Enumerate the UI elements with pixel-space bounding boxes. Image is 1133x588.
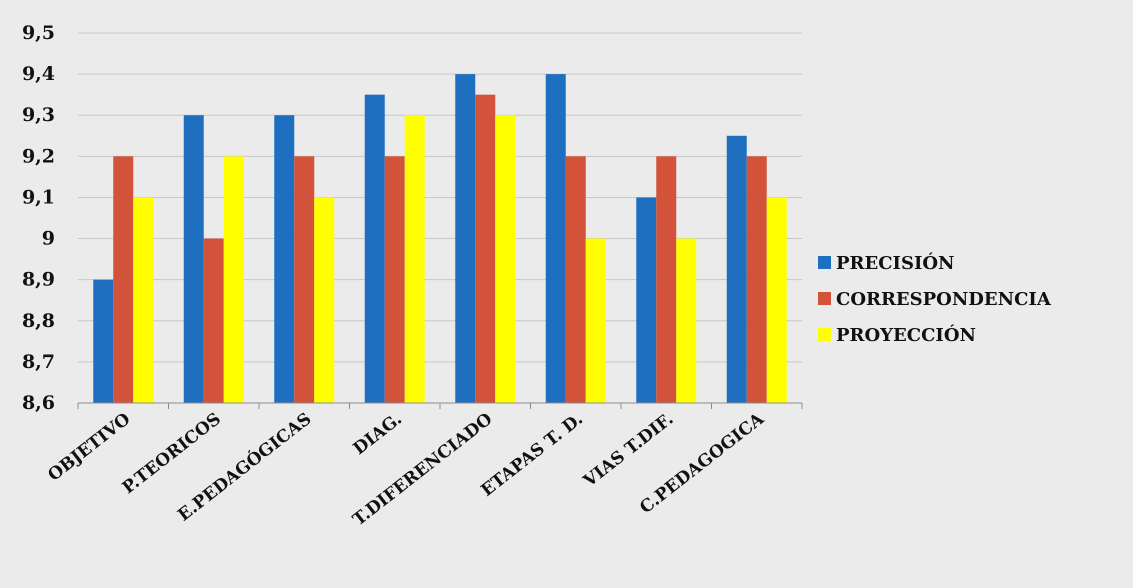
bar xyxy=(314,197,335,403)
bar xyxy=(475,94,496,404)
y-axis-tick-labels: 8,6 8,7 8,8 8,9 9 9,1 9,2 9,3 9,4 9,5 xyxy=(22,22,55,414)
y-tick-label: 9,4 xyxy=(22,63,55,85)
bar xyxy=(404,115,425,403)
y-tick-label: 8,9 xyxy=(22,269,55,291)
bar xyxy=(113,156,134,403)
bar xyxy=(183,115,204,403)
bar xyxy=(656,156,677,403)
bar xyxy=(93,279,114,403)
legend-swatch xyxy=(818,292,831,305)
bar xyxy=(766,197,787,403)
bar xyxy=(636,197,657,403)
y-tick-label: 9,3 xyxy=(22,104,55,126)
legend-label: PRECISIÓN xyxy=(836,251,955,274)
bar xyxy=(223,156,244,403)
bar xyxy=(294,156,315,403)
bar xyxy=(565,156,586,403)
y-tick-label: 9,5 xyxy=(22,22,55,44)
y-tick-label: 9,2 xyxy=(22,145,55,167)
y-tick-label: 8,6 xyxy=(22,392,55,414)
y-tick-label: 9 xyxy=(42,228,55,250)
bars xyxy=(93,74,787,404)
bar xyxy=(746,156,767,403)
bar xyxy=(495,115,516,403)
x-tick-label: OBJETIVO xyxy=(44,409,134,486)
legend: PRECISIÓN CORRESPONDENCIA PROYECCIÓN xyxy=(818,251,1052,346)
x-tick-label: DIAG. xyxy=(350,409,406,459)
bar xyxy=(203,238,224,403)
legend-swatch xyxy=(818,328,831,341)
x-tick-label: VIAS T.DIF. xyxy=(579,409,677,492)
legend-label: PROYECCIÓN xyxy=(836,323,976,346)
bar xyxy=(585,238,606,403)
bar xyxy=(364,94,385,404)
bar xyxy=(133,197,154,403)
bar xyxy=(726,135,747,403)
bar xyxy=(384,156,405,403)
y-tick-label: 9,1 xyxy=(22,186,55,208)
bar xyxy=(274,115,295,403)
y-tick-label: 8,8 xyxy=(22,310,55,332)
axes xyxy=(77,402,803,409)
legend-swatch xyxy=(818,256,831,269)
legend-label: CORRESPONDENCIA xyxy=(836,289,1052,310)
y-tick-label: 8,7 xyxy=(22,351,55,373)
bar xyxy=(676,238,697,403)
bar xyxy=(545,74,566,403)
bar xyxy=(455,74,476,403)
